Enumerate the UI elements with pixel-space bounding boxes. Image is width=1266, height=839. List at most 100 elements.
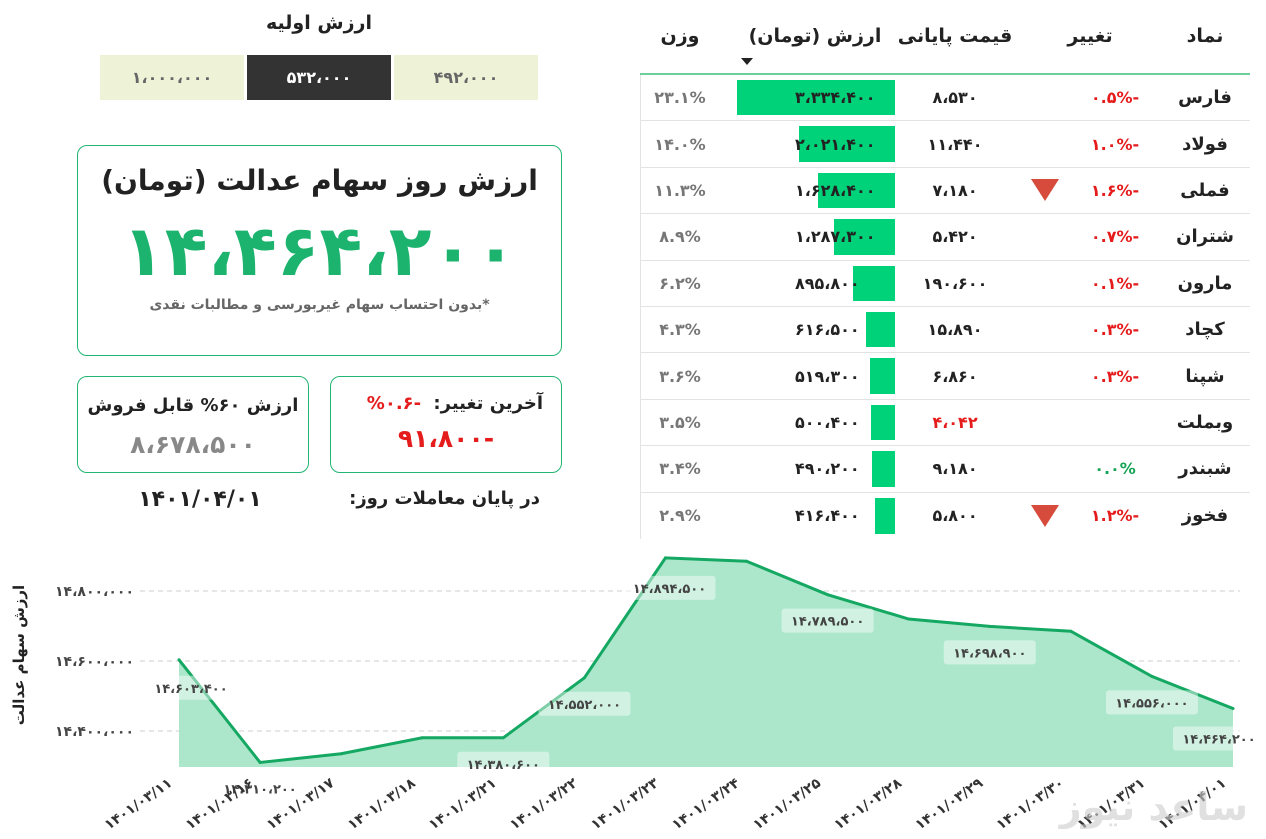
row-symbol: فارس [1178,87,1232,109]
table-row[interactable]: کچاد -۰.۳% ۱۵،۸۹۰ ۶۱۶،۵۰۰ ۴.۳% [641,307,1250,354]
value-bar [865,311,895,348]
row-value: ۴۹۰،۲۰۰ [795,459,860,479]
table-row[interactable]: فارس -۰.۵% ۸،۵۳۰ ۳،۳۳۴،۴۰۰ ۲۳.۱% [641,75,1250,122]
main-value-note: *بدون احتساب سهام غیربورسی و مطالبات نقد… [149,297,490,313]
data-label: ۱۴،۸۹۴،۵۰۰ [633,582,706,597]
value-bar [871,404,895,441]
value-bar [834,219,895,255]
value-history-chart: ۱۴،۴۰۰،۰۰۰ ۱۴،۶۰۰،۰۰۰ ۱۴،۸۰۰،۰۰۰ ارزش سهام … [10,556,1265,833]
row-change: -۰.۱% [1090,273,1140,293]
table-row[interactable]: مارون -۰.۱% ۱۹۰،۶۰۰ ۸۹۵،۸۰۰ ۶.۲% [641,261,1250,307]
data-point [663,556,667,560]
main-value-number: ۱۴،۴۶۴،۲۰۰ [122,210,517,292]
y-tick-label: ۱۴،۴۰۰،۰۰۰ [55,724,134,740]
data-point [1150,674,1154,678]
last-change-label: آخرین تغییر: [433,393,543,414]
area-fill [179,557,1233,767]
table-row[interactable]: فولاد -۱.۰% ۱۱،۴۴۰ ۲،۰۲۱،۴۰۰ ۱۴.۰% [641,121,1250,168]
row-weight: ۲۳.۱% [654,88,706,108]
value-bar [737,80,895,116]
row-symbol: شپنا [1185,365,1225,387]
x-tick-label: ۱۴۰۱/۰۳/۲۸ [831,775,905,833]
row-value: ۱،۲۸۷،۳۰۰ [795,227,876,247]
last-change-percent: -۰.۶% [366,393,422,414]
data-label-bg [214,776,307,801]
row-value: ۱،۶۲۸،۴۰۰ [795,180,876,200]
y-tick-label: ۱۴،۶۰۰،۰۰۰ [55,654,134,670]
row-price: ۵،۸۰۰ [932,506,978,526]
x-tick-label: ۱۴۰۱/۰۳/۲۹ [913,775,987,833]
data-label-bg [457,751,550,776]
table-row[interactable]: شبندر ۰.۰% ۹،۱۸۰ ۴۹۰،۲۰۰ ۳.۴% [641,446,1250,493]
value-bar [875,497,895,534]
main-value-title: ارزش روز سهام عدالت (تومان) [101,164,538,197]
data-point [177,658,181,662]
series-line [177,556,1234,765]
row-price: ۴،۰۴۲ [932,412,978,432]
row-change: -۰.۵% [1090,88,1140,108]
row-change: -۰.۳% [1090,366,1140,386]
data-label: ۱۴،۳۸۰،۶۰۰ [467,758,540,773]
row-price: ۶،۸۶۰ [932,366,978,386]
row-price: ۷،۱۸۰ [932,180,978,200]
initial-value-option-2[interactable]: ۵۳۲،۰۰۰ [247,55,391,100]
row-change: -۰.۳% [1090,320,1140,340]
data-label-bg [943,640,1036,665]
sellable-value-number: ۸،۶۷۸،۵۰۰ [130,430,256,459]
row-price: ۱۵،۸۹۰ [927,320,983,340]
data-label: ۱۴،۳۱۰،۲۰۰ [223,782,296,797]
data-label: ۱۴،۷۸۹،۵۰۰ [791,615,864,630]
main-value-card: ارزش روز سهام عدالت (تومان) ۱۴،۴۶۴،۲۰۰ *… [77,145,562,356]
row-arrow-cell [1025,493,1065,539]
row-change: -۱.۶% [1090,180,1140,200]
header-change[interactable]: تغییر [1067,25,1113,47]
header-value[interactable]: ارزش (تومان) [748,25,882,47]
row-value: ۴۱۶،۴۰۰ [795,506,860,526]
row-price: ۱۹۰،۶۰۰ [922,273,988,293]
row-change [1075,400,1155,445]
table-row[interactable]: شتران -۰.۷% ۵،۴۲۰ ۱،۲۸۷،۳۰۰ ۸.۹% [641,214,1250,261]
holdings-table: نماد تغییر قیمت پایانی ارزش (تومان) وزن … [640,0,1250,539]
table-row[interactable]: شپنا -۰.۳% ۶،۸۶۰ ۵۱۹،۳۰۰ ۳.۶% [641,353,1250,400]
table-row[interactable]: وبملت ۴،۰۴۲ ۵۰۰،۴۰۰ ۳.۵% [641,400,1250,447]
data-label-bg [1105,690,1198,715]
trading-date: ۱۴۰۱/۰۴/۰۱ [138,487,262,512]
data-label-bg [781,608,874,633]
value-bar [871,451,895,487]
x-tick-label: ۱۴۰۱/۰۳/۱۸ [345,775,419,833]
row-weight: ۶.۲% [659,273,701,293]
value-bar [852,265,895,301]
down-triangle-icon [1031,504,1059,527]
data-label: ۱۴،۵۵۲،۰۰۰ [548,698,621,713]
row-change: ۰.۰% [1094,459,1136,479]
y-tick-label: ۱۴،۸۰۰،۰۰۰ [55,584,134,600]
initial-value-selector: ۱،۰۰۰،۰۰۰ ۵۳۲،۰۰۰ ۴۹۲،۰۰۰ [100,55,538,100]
data-point [582,676,586,680]
row-value-cell: ۴۱۶،۴۰۰ [737,493,895,539]
data-label-bg [538,691,631,716]
row-weight: ۸.۹% [659,227,701,247]
row-symbol: فملی [1180,179,1230,201]
table-row[interactable]: فملی -۱.۶% ۷،۱۸۰ ۱،۶۲۸،۴۰۰ ۱۱.۳% [641,168,1250,215]
row-change: -۱.۲% [1090,506,1140,526]
initial-value-option-3[interactable]: ۴۹۲،۰۰۰ [394,55,538,100]
row-weight: ۴.۳% [659,320,701,340]
row-symbol: شبندر [1178,458,1232,480]
data-label: ۱۴،۶۰۳،۴۰۰ [154,682,227,697]
data-point [1069,629,1073,633]
data-label: ۱۴،۵۵۶،۰۰۰ [1115,696,1188,711]
row-value: ۵۰۰،۴۰۰ [795,412,860,432]
data-point [826,593,830,597]
x-tick-label: ۱۴۰۱/۰۳/۱۱ [102,775,176,833]
data-point [1231,707,1235,711]
header-weight[interactable]: وزن [660,25,700,47]
header-price[interactable]: قیمت پایانی [897,25,1013,47]
value-bar [799,126,895,162]
row-weight: ۱۴.۰% [654,134,706,154]
header-symbol[interactable]: نماد [1186,25,1224,47]
down-triangle-icon [1031,179,1059,202]
x-tick-label: ۱۴۰۱/۰۳/۲۱ [426,775,500,833]
row-change: -۱.۰% [1090,134,1140,154]
initial-value-option-1[interactable]: ۱،۰۰۰،۰۰۰ [100,55,244,100]
table-row[interactable]: فخوز -۱.۲% ۵،۸۰۰ ۴۱۶،۴۰۰ ۲.۹% [641,493,1250,539]
